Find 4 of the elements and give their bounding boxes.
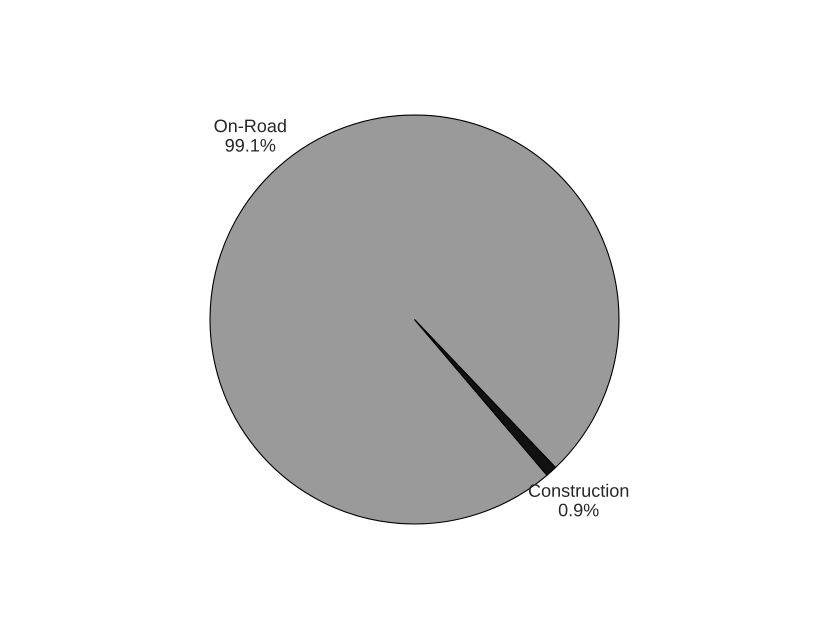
slice-label: On-Road bbox=[214, 119, 286, 132]
data-label: 99.1% bbox=[226, 138, 276, 152]
data-label: 0.9% bbox=[558, 504, 599, 516]
slice-label: Construction bbox=[528, 484, 628, 497]
